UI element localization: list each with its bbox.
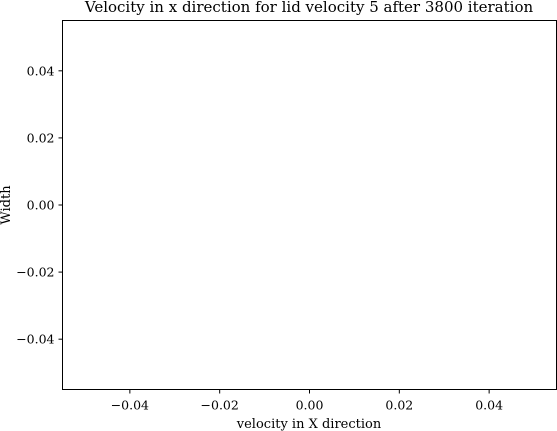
plot-area [62, 20, 557, 390]
y-tick-label: 0.04 [27, 63, 55, 78]
y-tick-label: 0.02 [27, 130, 55, 145]
x-axis: −0.04 −0.02 0.00 0.02 0.04 [111, 389, 503, 413]
y-tick-label: −0.04 [16, 332, 54, 347]
x-tick-label: −0.04 [111, 398, 149, 413]
x-tick-label: 0.02 [385, 398, 413, 413]
y-axis-label: Width [0, 185, 14, 225]
chart-title: Velocity in x direction for lid velocity… [84, 0, 534, 16]
x-tick-label: −0.02 [201, 398, 239, 413]
y-axis: 0.04 0.02 0.00 −0.02 −0.04 [16, 63, 63, 347]
x-tick-label: 0.00 [296, 398, 324, 413]
x-tick-label: 0.04 [475, 398, 503, 413]
x-axis-label: velocity in X direction [236, 417, 382, 431]
y-tick-label: 0.00 [27, 198, 55, 213]
y-tick-label: −0.02 [16, 265, 54, 280]
